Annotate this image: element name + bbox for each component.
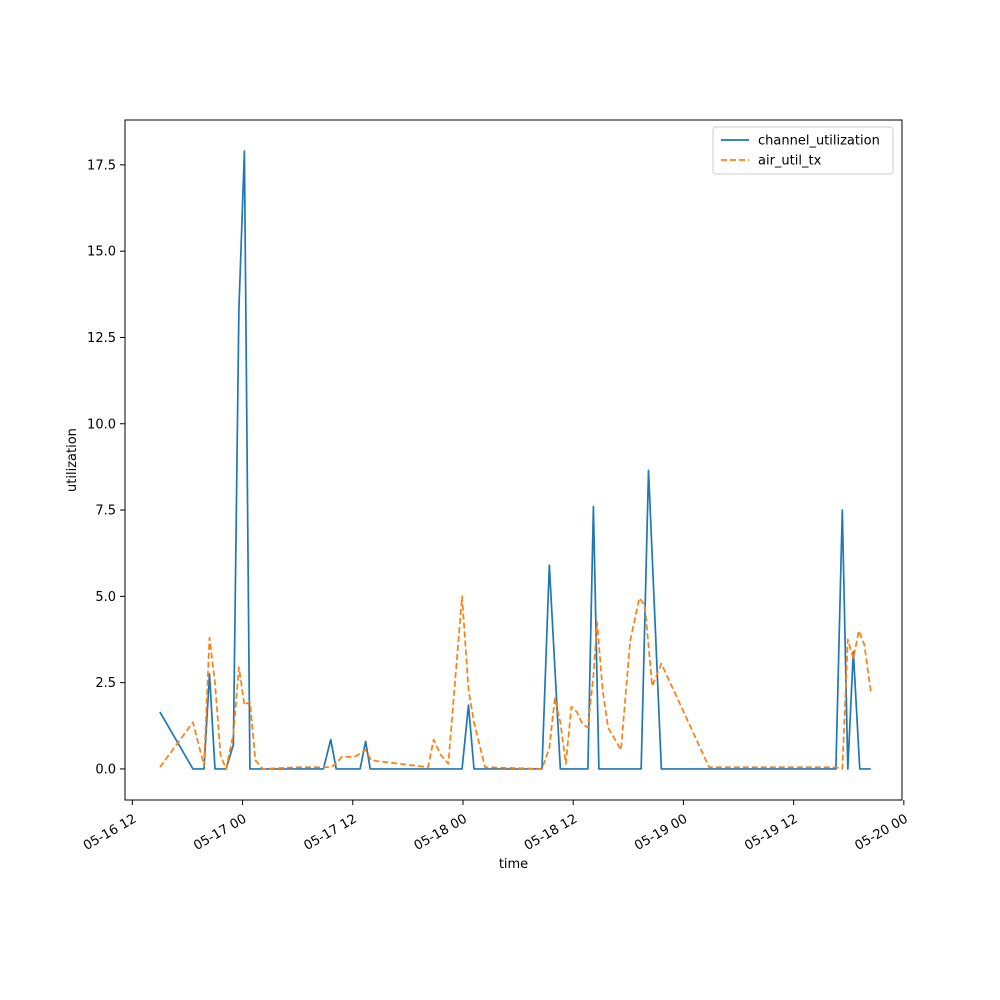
series-line-air-util-tx: [159, 595, 872, 770]
y-tick-label: 5.0: [95, 590, 116, 605]
y-tick-label: 15.0: [87, 245, 116, 260]
legend-box: [712, 126, 894, 175]
series-line-channel-utilization: [159, 150, 871, 770]
y-tick-label: 2.5: [95, 676, 116, 691]
x-axis-label: time: [499, 857, 528, 872]
legend-label-channel-utilization: channel_utilization: [758, 134, 880, 149]
legend-label-air-util-tx: air_util_tx: [758, 154, 822, 169]
y-tick-label: 0.0: [95, 762, 116, 777]
y-tick-label: 17.5: [87, 158, 116, 173]
y-axis-ticks: 0.0 2.5 5.0 7.5 10.0 12.5 15.0 17.5: [87, 158, 125, 777]
plot-area: [159, 150, 872, 770]
y-tick-label: 10.0: [87, 417, 116, 432]
y-tick-label: 12.5: [87, 331, 116, 346]
y-tick-label: 7.5: [95, 504, 116, 519]
axes-frame: [124, 119, 903, 801]
legend: channel_utilization air_util_tx: [712, 126, 894, 175]
y-axis-label: utilization: [65, 428, 80, 492]
